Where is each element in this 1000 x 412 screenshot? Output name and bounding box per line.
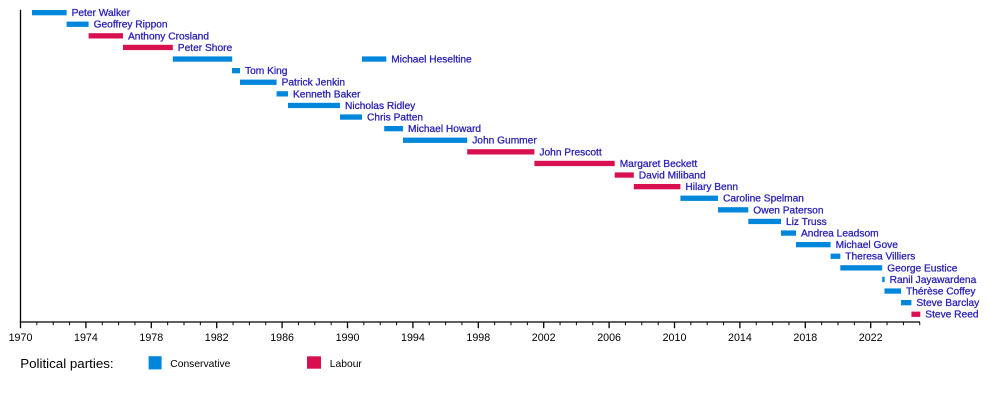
svg-text:2014: 2014 [728,332,752,344]
svg-text:Tom King: Tom King [245,66,288,77]
svg-text:1990: 1990 [336,332,360,344]
svg-text:Owen Paterson: Owen Paterson [753,205,823,216]
svg-text:Liz Truss: Liz Truss [786,217,827,228]
svg-text:Kenneth Baker: Kenneth Baker [293,89,361,100]
svg-text:Peter Shore: Peter Shore [178,43,233,54]
svg-text:Nicholas Ridley: Nicholas Ridley [345,101,416,112]
svg-text:Political parties:: Political parties: [20,356,113,371]
svg-text:Michael Howard: Michael Howard [408,124,481,135]
svg-text:Thérèse Coffey: Thérèse Coffey [906,287,976,298]
svg-text:Ranil Jayawardena: Ranil Jayawardena [890,275,977,286]
svg-text:2022: 2022 [859,332,883,344]
svg-text:2010: 2010 [663,332,687,344]
svg-text:Peter Walker: Peter Walker [72,8,131,19]
svg-text:Steve Reed: Steve Reed [925,310,979,321]
svg-text:1970: 1970 [9,332,33,344]
svg-text:John Gummer: John Gummer [472,136,537,147]
svg-text:John Prescott: John Prescott [539,147,601,158]
svg-text:1994: 1994 [401,332,425,344]
svg-text:Conservative: Conservative [170,359,230,370]
svg-text:1998: 1998 [466,332,490,344]
svg-text:Patrick Jenkin: Patrick Jenkin [282,78,345,89]
svg-text:David Miliband: David Miliband [639,171,706,182]
svg-text:Caroline Spelman: Caroline Spelman [723,194,804,205]
svg-text:Margaret Beckett: Margaret Beckett [620,159,698,170]
svg-text:Anthony Crosland: Anthony Crosland [128,31,209,42]
svg-text:George Eustice: George Eustice [887,263,958,274]
svg-text:Theresa Villiers: Theresa Villiers [845,252,915,263]
svg-text:2002: 2002 [532,332,556,344]
svg-text:Michael Heseltine: Michael Heseltine [391,55,472,66]
svg-text:1982: 1982 [205,332,229,344]
svg-text:Geoffrey Rippon: Geoffrey Rippon [94,20,168,31]
svg-text:Michael Gove: Michael Gove [836,240,899,251]
svg-text:Andrea Leadsom: Andrea Leadsom [801,229,879,240]
svg-text:2018: 2018 [793,332,817,344]
svg-text:Labour: Labour [330,359,363,370]
svg-text:Steve Barclay: Steve Barclay [916,298,980,309]
svg-text:Hilary Benn: Hilary Benn [685,182,738,193]
svg-text:1974: 1974 [74,332,98,344]
svg-text:1986: 1986 [270,332,294,344]
svg-text:Chris Patten: Chris Patten [367,113,423,124]
svg-text:1978: 1978 [139,332,163,344]
svg-text:2006: 2006 [597,332,621,344]
